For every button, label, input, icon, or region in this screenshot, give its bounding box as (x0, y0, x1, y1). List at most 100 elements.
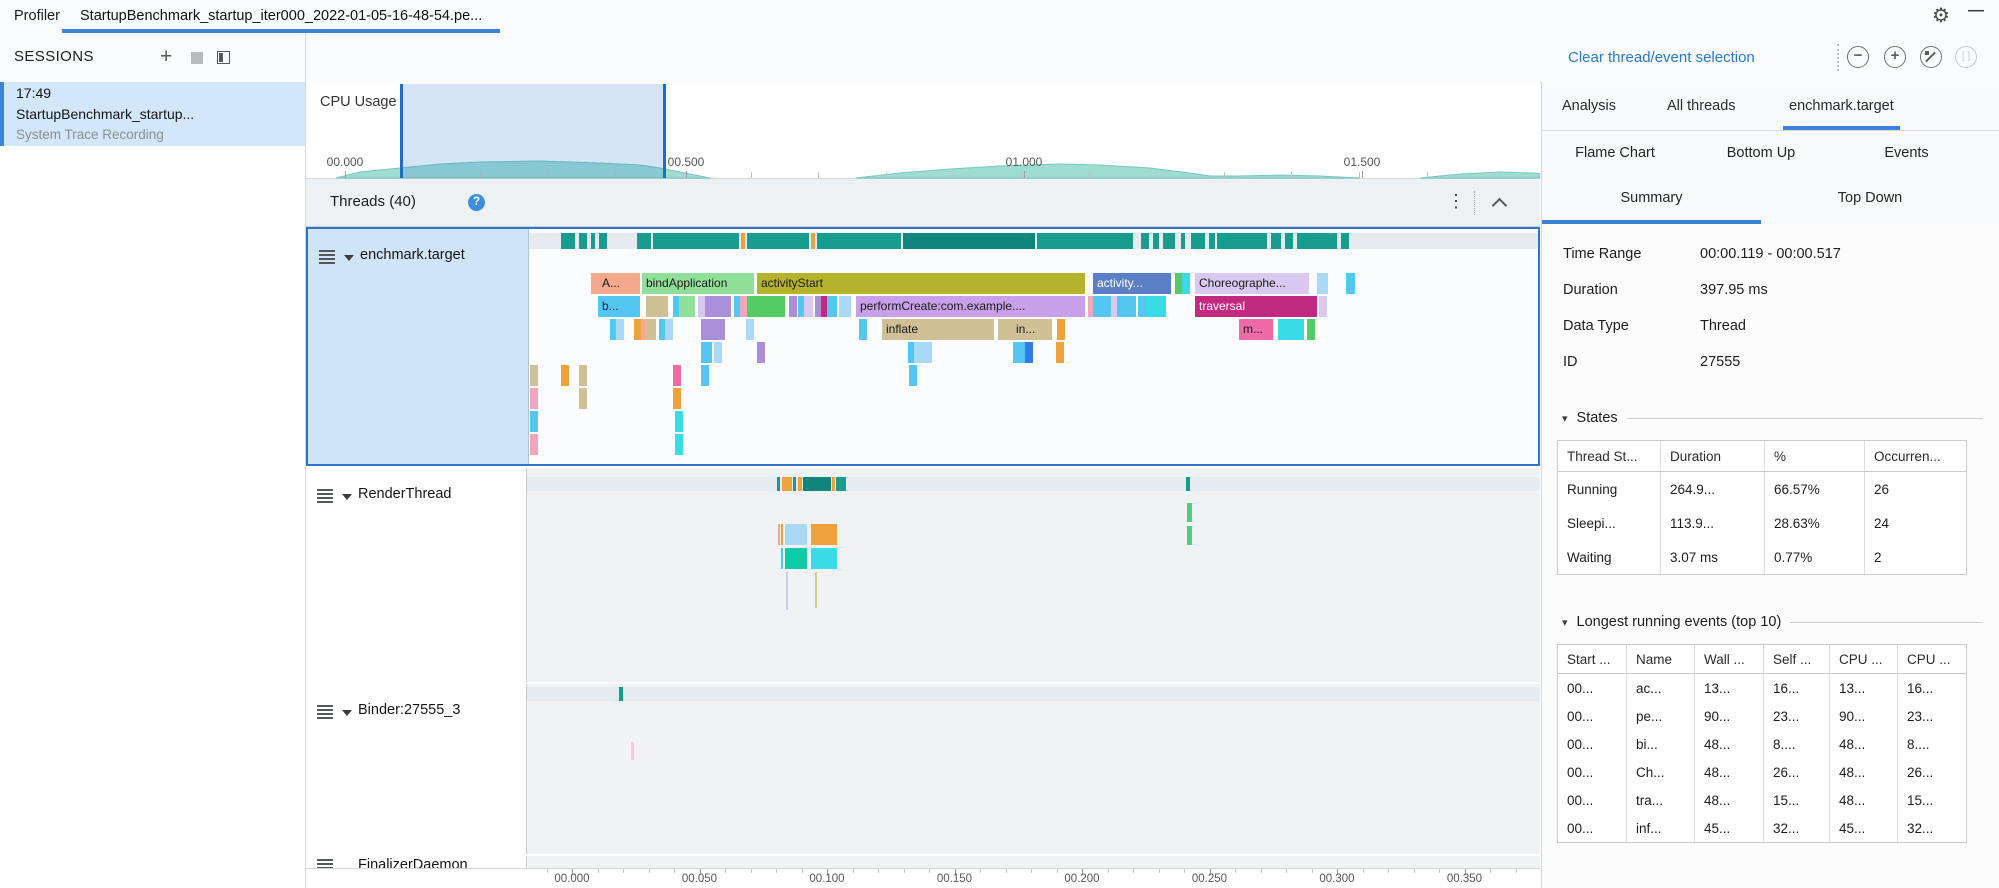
trace-span[interactable]: bindApplication (642, 273, 754, 294)
table-header-cell[interactable]: CPU ... (1830, 645, 1898, 674)
trace-span[interactable] (757, 342, 765, 363)
table-cell[interactable]: 15... (1907, 792, 1934, 808)
table-cell[interactable]: 23... (1764, 702, 1830, 730)
table-cell[interactable]: 90... (1695, 702, 1764, 730)
trace-span[interactable] (1117, 296, 1125, 317)
table-header-cell[interactable]: Name (1627, 645, 1695, 674)
trace-span[interactable] (701, 365, 709, 386)
trace-span[interactable]: traversal (1195, 296, 1317, 317)
trace-span[interactable] (673, 296, 681, 317)
trace-block[interactable] (781, 548, 783, 569)
expand-caret-icon[interactable] (342, 710, 352, 716)
trace-block[interactable] (815, 572, 817, 608)
table-cell[interactable]: 00... (1558, 730, 1627, 758)
table-cell[interactable]: 26... (1907, 764, 1934, 780)
table-cell[interactable]: 00... (1558, 702, 1627, 730)
table-cell[interactable]: 2 (1874, 549, 1882, 565)
table-cell[interactable]: 00... (1558, 786, 1627, 814)
trace-span[interactable]: in... (1012, 319, 1052, 340)
trace-span[interactable] (675, 411, 683, 432)
table-header-cell[interactable]: CPU ... (1898, 645, 1966, 674)
trace-block[interactable] (785, 524, 807, 545)
table-cell[interactable]: 26 (1874, 481, 1890, 497)
collapse-chevron-icon[interactable] (1491, 197, 1508, 214)
trace-span[interactable] (909, 365, 917, 386)
thread-trace-renderthread[interactable] (527, 468, 1540, 682)
table-header-cell[interactable]: % (1765, 441, 1865, 472)
trace-span[interactable] (530, 411, 538, 432)
cpu-range-selection[interactable] (400, 84, 666, 178)
trace-span[interactable] (1004, 319, 1012, 340)
trace-span[interactable] (679, 296, 695, 317)
states-section-header[interactable]: ▾ States (1562, 410, 1983, 426)
table-cell[interactable]: Running (1558, 472, 1661, 506)
trace-span[interactable] (579, 365, 587, 386)
trace-span[interactable] (1146, 296, 1166, 317)
minimize-icon[interactable]: — (1968, 2, 1984, 19)
table-cell[interactable]: 16... (1907, 680, 1934, 696)
trace-span[interactable] (1013, 342, 1021, 363)
trace-block[interactable] (785, 548, 807, 569)
trace-span[interactable]: m... (1239, 319, 1273, 340)
table-cell[interactable]: 24 (1874, 515, 1890, 531)
drag-handle-icon[interactable] (317, 705, 333, 719)
trace-span[interactable]: activity... (1093, 273, 1171, 294)
drag-handle-icon[interactable] (319, 250, 335, 264)
table-cell[interactable]: 48... (1695, 730, 1764, 758)
table-cell[interactable]: 32... (1764, 814, 1830, 842)
thread-row-partial[interactable]: FinalizerDaemon (306, 856, 1540, 868)
zoom-out-button[interactable]: − (1847, 46, 1869, 68)
table-cell[interactable]: 48... (1695, 758, 1764, 786)
table-header-cell[interactable]: Thread St... (1558, 441, 1661, 472)
trace-span[interactable] (1175, 273, 1183, 294)
trace-span[interactable] (998, 319, 1006, 340)
trace-span[interactable] (827, 296, 837, 317)
drag-handle-icon[interactable] (317, 489, 333, 503)
trace-block[interactable] (1187, 503, 1192, 522)
trace-span[interactable] (1098, 296, 1106, 317)
session-item[interactable]: 17:49 StartupBenchmark_startup... System… (0, 82, 305, 146)
trace-span[interactable] (804, 296, 813, 317)
trace-span[interactable]: Choreographe... (1195, 273, 1309, 294)
trace-block[interactable] (778, 524, 780, 545)
trace-span[interactable] (746, 319, 754, 340)
trace-block[interactable] (786, 572, 788, 610)
table-cell[interactable]: bi... (1627, 730, 1695, 758)
trace-span[interactable] (1019, 342, 1027, 363)
trace-span[interactable]: inflate (882, 319, 994, 340)
trace-span[interactable] (1105, 296, 1113, 317)
table-cell[interactable]: ac... (1627, 674, 1695, 702)
trace-span[interactable] (641, 319, 649, 340)
trace-span[interactable] (610, 319, 618, 340)
trace-span[interactable] (698, 296, 706, 317)
trace-block[interactable] (781, 524, 783, 545)
expand-caret-icon[interactable] (344, 255, 354, 261)
tab-all-threads[interactable]: All threads (1667, 98, 1736, 114)
cpu-usage-section[interactable]: CPU Usage 00.000 00.500 01.000 01.500 (306, 82, 1540, 179)
collapse-panel-icon[interactable] (217, 51, 230, 64)
table-cell[interactable]: 26... (1764, 758, 1830, 786)
trace-span[interactable] (675, 434, 683, 455)
trace-span[interactable] (908, 342, 916, 363)
table-cell[interactable]: 16... (1764, 674, 1830, 702)
table-cell[interactable]: 48... (1830, 730, 1898, 758)
trace-span[interactable] (734, 296, 742, 317)
table-header-cell[interactable]: Occurren... (1865, 441, 1966, 472)
trace-span[interactable] (579, 388, 587, 409)
table-header-cell[interactable]: Start ... (1558, 645, 1627, 674)
table-cell[interactable]: Sleepi... (1558, 506, 1661, 540)
table-header-cell[interactable]: Wall ... (1695, 645, 1764, 674)
table-cell[interactable]: 113.9... (1661, 506, 1765, 540)
table-cell[interactable]: 13... (1695, 674, 1764, 702)
trace-span[interactable] (616, 319, 624, 340)
tab-thread[interactable]: enchmark.target (1783, 82, 1900, 130)
trace-span[interactable] (1319, 296, 1327, 317)
trace-span[interactable] (646, 319, 656, 340)
thread-label[interactable]: FinalizerDaemon (306, 856, 527, 868)
table-cell[interactable]: 8.... (1764, 730, 1830, 758)
trace-span[interactable] (1346, 273, 1355, 294)
table-cell[interactable]: 45... (1695, 814, 1764, 842)
trace-block[interactable] (811, 524, 837, 545)
events-section-header[interactable]: ▾ Longest running events (top 10) (1562, 614, 1983, 630)
table-cell[interactable]: tra... (1627, 786, 1695, 814)
